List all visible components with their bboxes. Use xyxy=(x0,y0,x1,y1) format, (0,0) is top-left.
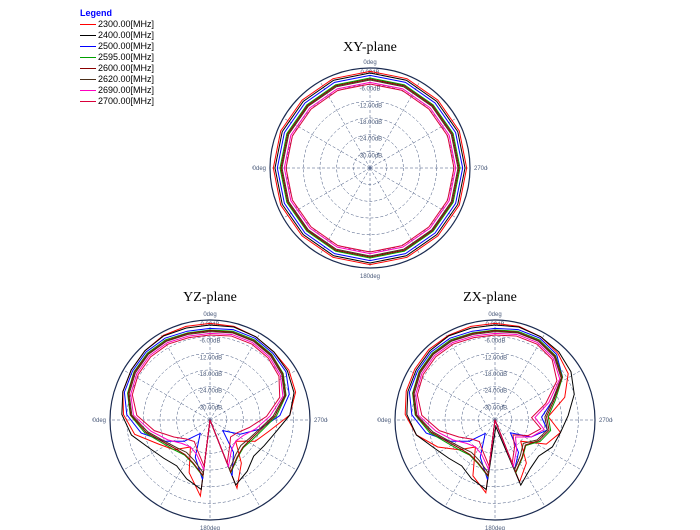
legend-entry: 2300.00[MHz] xyxy=(80,19,154,30)
svg-text:0deg: 0deg xyxy=(488,312,501,318)
svg-text:270deg: 270deg xyxy=(599,418,613,424)
legend-swatch xyxy=(80,46,96,47)
legend-label: 2620.00[MHz] xyxy=(98,74,154,85)
svg-text:90deg: 90deg xyxy=(92,418,106,424)
svg-text:-6.00dB: -6.00dB xyxy=(484,339,505,345)
svg-text:-18.00dB: -18.00dB xyxy=(483,372,507,378)
legend-label: 2690.00[MHz] xyxy=(98,85,154,96)
legend-label: 2600.00[MHz] xyxy=(98,63,154,74)
legend: Legend 2300.00[MHz]2400.00[MHz]2500.00[M… xyxy=(80,8,154,107)
svg-text:-18.00dB: -18.00dB xyxy=(198,372,222,378)
svg-text:-18.00dB: -18.00dB xyxy=(358,120,382,126)
legend-entry: 2600.00[MHz] xyxy=(80,63,154,74)
legend-label: 2500.00[MHz] xyxy=(98,41,154,52)
legend-swatch xyxy=(80,79,96,80)
legend-swatch xyxy=(80,68,96,69)
polar-chart-xy: 0.00dB-6.00dB-12.00dB-18.00dB-24.00dB-30… xyxy=(252,50,488,291)
svg-text:-12.00dB: -12.00dB xyxy=(483,355,507,361)
legend-swatch xyxy=(80,90,96,91)
legend-entry: 2595.00[MHz] xyxy=(80,52,154,63)
svg-text:-30.00dB: -30.00dB xyxy=(358,153,382,159)
svg-text:-6.00dB: -6.00dB xyxy=(359,87,380,93)
legend-swatch xyxy=(80,35,96,36)
svg-text:0deg: 0deg xyxy=(363,60,376,66)
series-curve xyxy=(129,332,284,473)
svg-text:-6.00dB: -6.00dB xyxy=(199,339,220,345)
legend-entry: 2620.00[MHz] xyxy=(80,74,154,85)
legend-entries: 2300.00[MHz]2400.00[MHz]2500.00[MHz]2595… xyxy=(80,19,154,107)
svg-text:270deg: 270deg xyxy=(314,418,328,424)
legend-title: Legend xyxy=(80,8,154,19)
svg-text:180deg: 180deg xyxy=(360,274,380,280)
legend-label: 2700.00[MHz] xyxy=(98,96,154,107)
svg-text:180deg: 180deg xyxy=(200,526,220,530)
svg-text:-24.00dB: -24.00dB xyxy=(358,137,382,143)
legend-label: 2300.00[MHz] xyxy=(98,19,154,30)
legend-entry: 2500.00[MHz] xyxy=(80,41,154,52)
svg-text:-12.00dB: -12.00dB xyxy=(198,355,222,361)
svg-text:0deg: 0deg xyxy=(203,312,216,318)
svg-text:90deg: 90deg xyxy=(377,418,391,424)
legend-swatch xyxy=(80,57,96,58)
legend-label: 2595.00[MHz] xyxy=(98,52,154,63)
svg-text:-30.00dB: -30.00dB xyxy=(198,405,222,411)
svg-text:180deg: 180deg xyxy=(485,526,505,530)
legend-entry: 2690.00[MHz] xyxy=(80,85,154,96)
polar-chart-zx: 0.00dB-6.00dB-12.00dB-18.00dB-24.00dB-30… xyxy=(377,302,613,530)
svg-text:-12.00dB: -12.00dB xyxy=(358,103,382,109)
svg-text:270deg: 270deg xyxy=(474,166,488,172)
series-curve xyxy=(409,328,562,479)
svg-text:-24.00dB: -24.00dB xyxy=(198,389,222,395)
legend-swatch xyxy=(80,101,96,102)
svg-text:-30.00dB: -30.00dB xyxy=(483,405,507,411)
legend-swatch xyxy=(80,24,96,25)
svg-text:90deg: 90deg xyxy=(252,166,266,172)
svg-text:-24.00dB: -24.00dB xyxy=(483,389,507,395)
legend-label: 2400.00[MHz] xyxy=(98,30,154,41)
legend-entry: 2700.00[MHz] xyxy=(80,96,154,107)
polar-chart-yz: 0.00dB-6.00dB-12.00dB-18.00dB-24.00dB-30… xyxy=(92,302,328,530)
legend-entry: 2400.00[MHz] xyxy=(80,30,154,41)
